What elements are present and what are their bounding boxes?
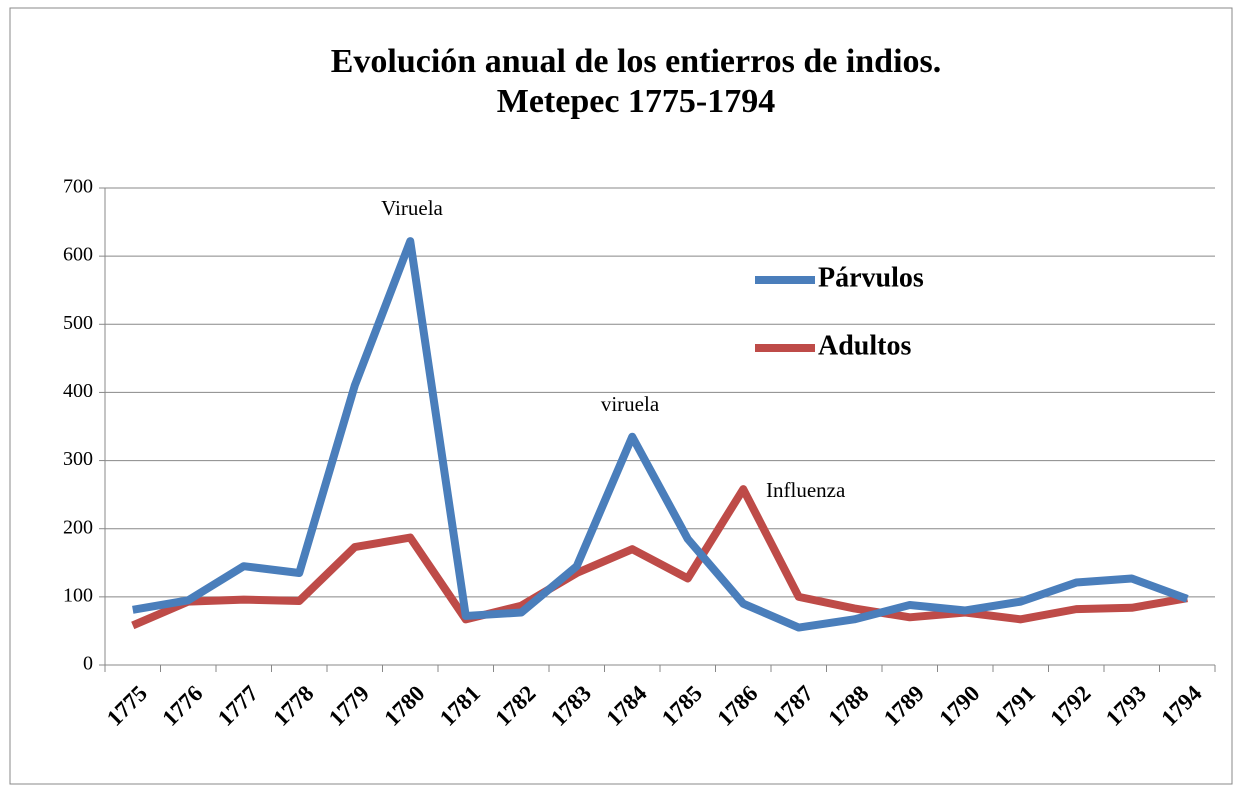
y-tick-label: 400 [63, 380, 93, 402]
y-tick-label: 200 [63, 516, 93, 538]
legend-label: Párvulos [818, 262, 924, 293]
chart-title: Evolución anual de los entierros de indi… [331, 43, 942, 80]
annotation: Influenza [766, 478, 846, 502]
y-tick-label: 300 [63, 448, 93, 470]
y-tick-label: 0 [83, 653, 93, 675]
y-tick-label: 700 [63, 176, 93, 198]
line-series [132, 237, 1189, 632]
y-tick-label: 500 [63, 312, 93, 334]
chart-subtitle: Metepec 1775-1794 [497, 83, 776, 120]
legend-label: Adultos [818, 330, 911, 361]
line-series [131, 485, 1188, 630]
chart-frame [9, 7, 1233, 785]
annotation: viruela [601, 392, 660, 416]
annotation: Viruela [381, 196, 443, 220]
y-tick-label: 600 [63, 244, 93, 266]
y-tick-label: 100 [63, 584, 93, 606]
